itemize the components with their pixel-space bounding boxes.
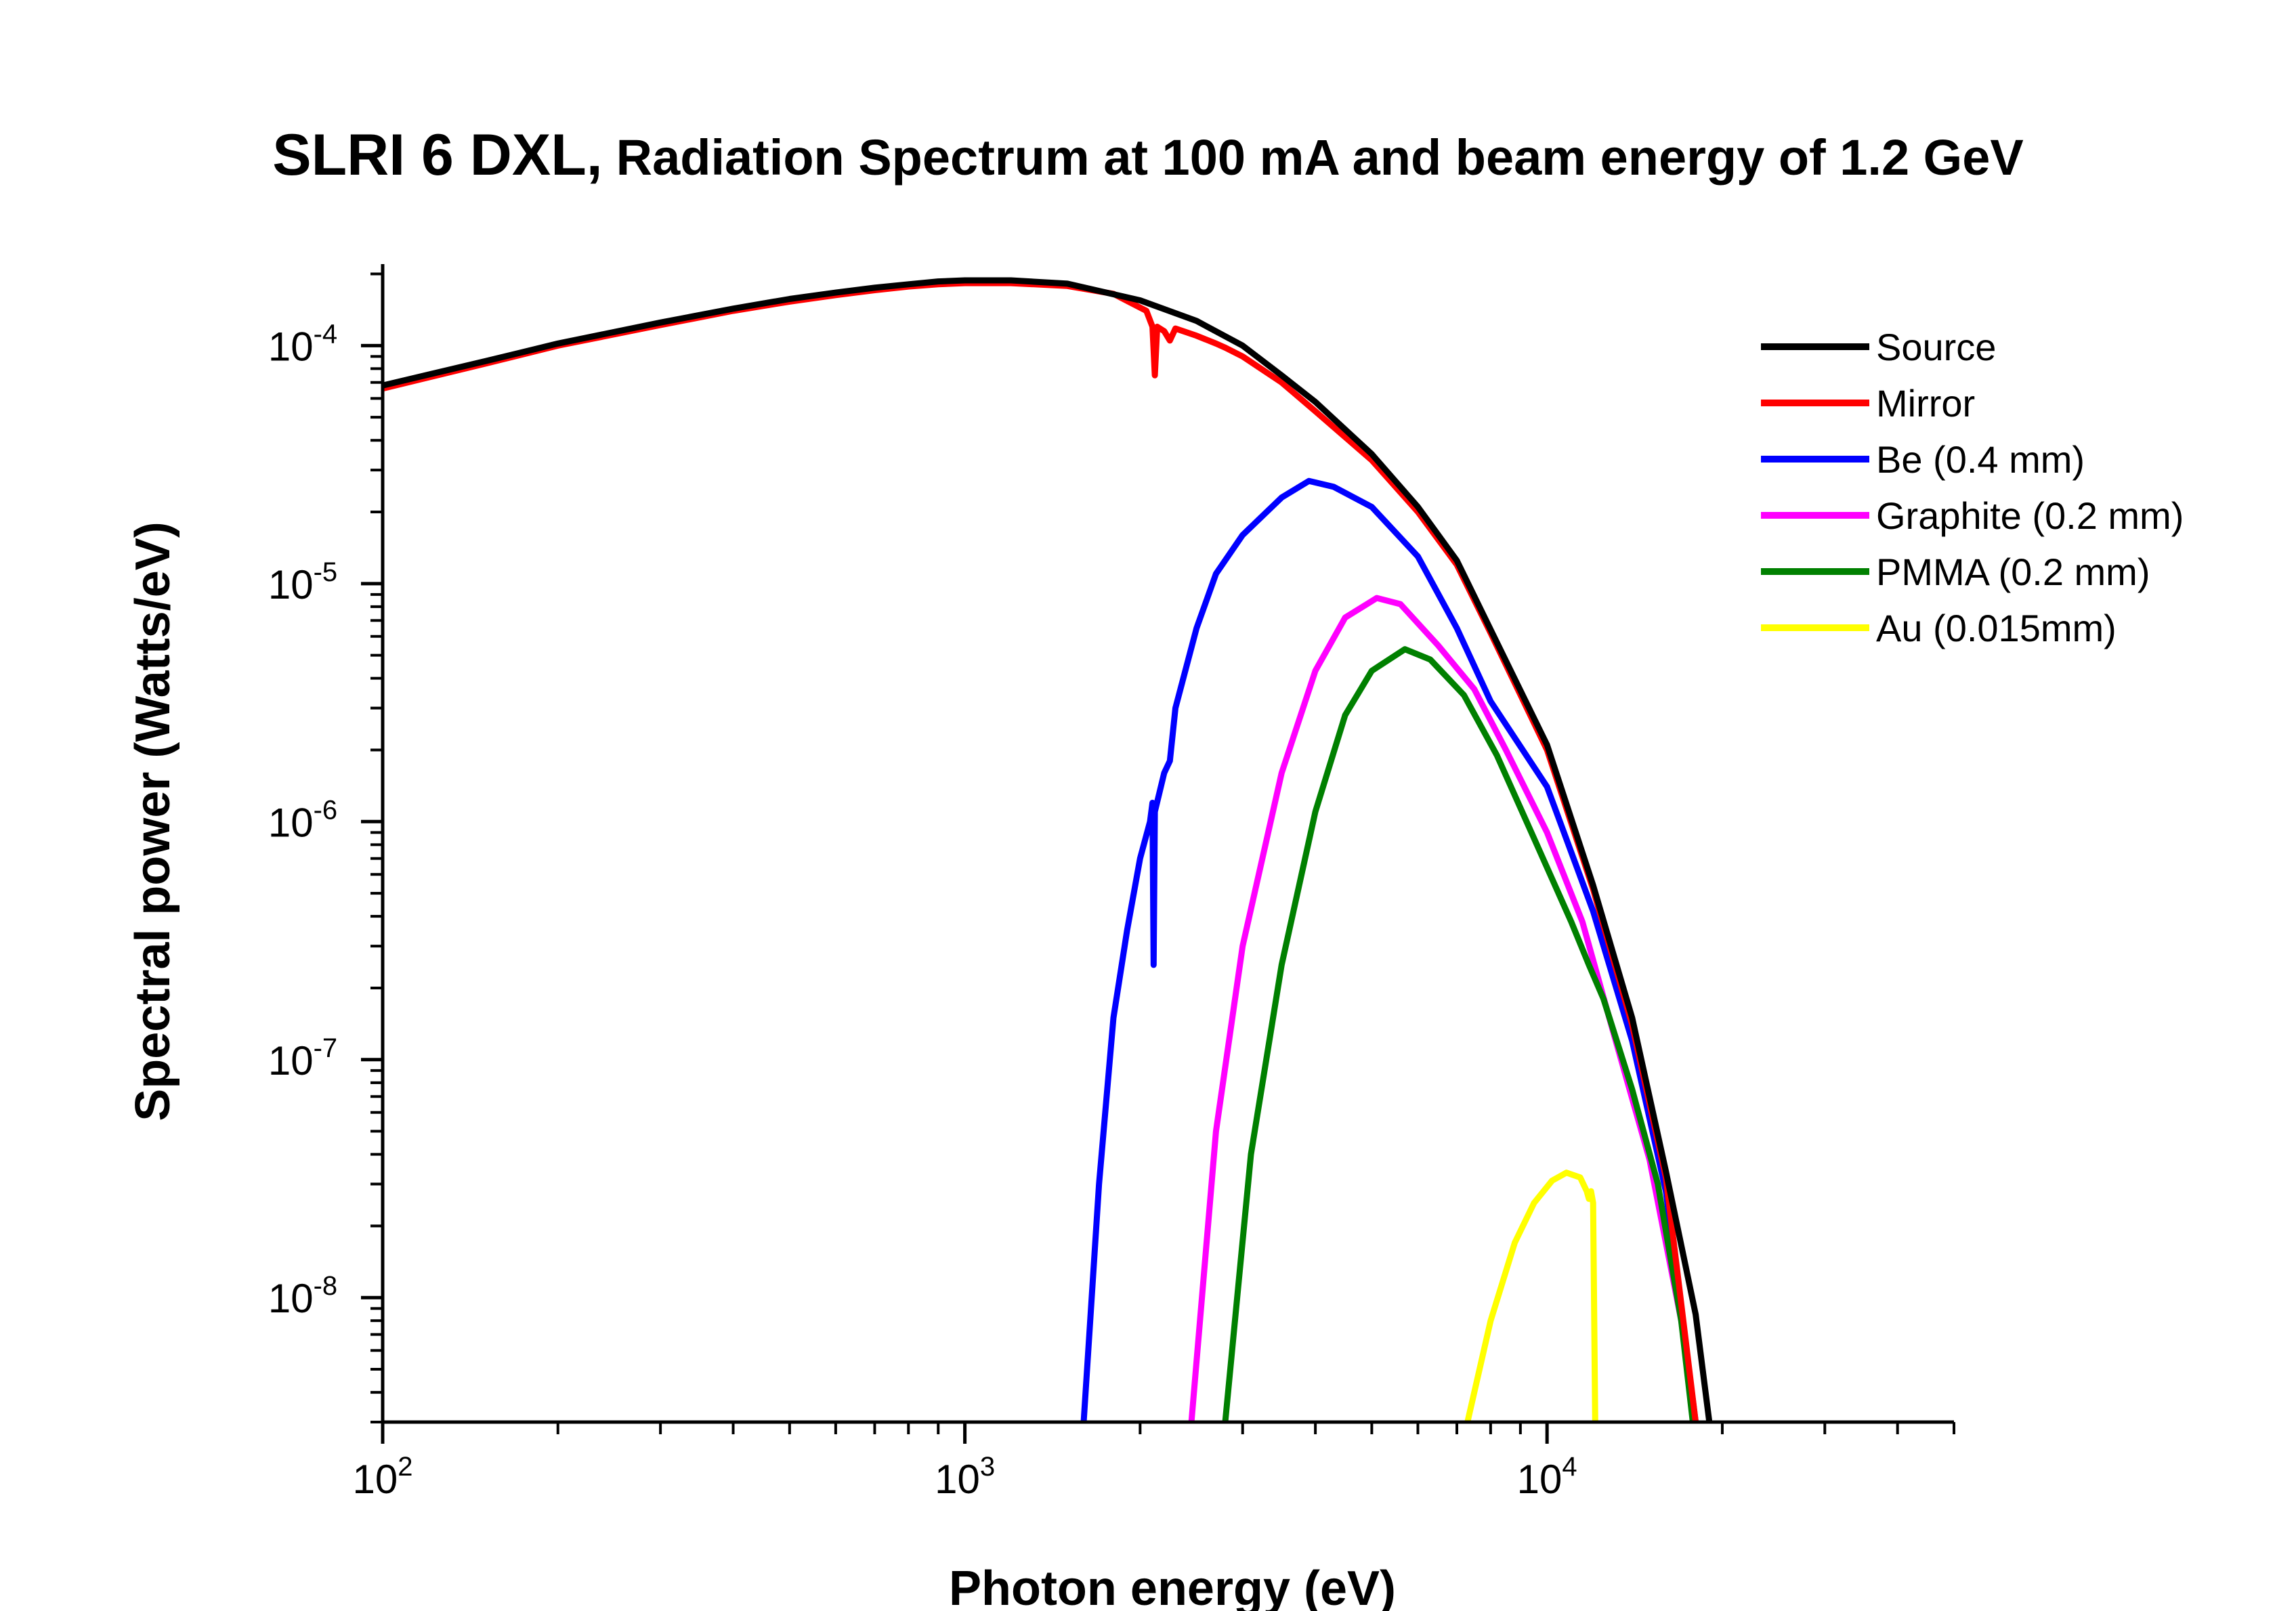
legend-label-source: Source [1876,326,1996,368]
y-tick-label: 10-5 [268,557,337,607]
series-line-pmma-0-2-mm [1222,646,1696,1422]
series-line-au-0-015mm [1464,1169,1598,1422]
axes-layer: 102 103 104 10-8 10-7 10-6 10-5 10-4 [268,264,1955,1502]
legend-label-be-0-4-mm: Be (0.4 mm) [1876,438,2085,481]
legend: Source Mirror Be (0.4 mm) Graphite (0.2 mm… [1761,326,2184,649]
y-tick-label: 10-8 [268,1271,337,1321]
legend-label-mirror: Mirror [1876,382,1975,425]
legend-label-pmma-0-2-mm: PMMA (0.2 mm) [1876,551,2150,593]
series-line-be-0-4-mm [1080,477,1699,1422]
y-tick-label: 10-4 [268,319,337,369]
x-tick-label: 102 [353,1452,413,1502]
legend-label-graphite-0-2-mm: Graphite (0.2 mm) [1876,494,2184,537]
y-tick-label: 10-7 [268,1033,337,1083]
chart-title-part-2: Radiation Spectrum at 100 mA and beam en… [616,129,2024,186]
y-axis-title: Spectral power (Watts/eV) [126,521,180,1121]
chart-title: SLRI 6 DXL, Radiation Spectrum at 100 mA … [272,123,2024,188]
legend-label-au-0-015mm: Au (0.015mm) [1876,607,2117,649]
x-axis-title: Photon energy (eV) [949,1562,1396,1611]
x-tick-label: 103 [935,1452,995,1502]
series-line-source [383,277,1713,1422]
y-tick-label: 10-6 [268,795,337,845]
series-line-mirror [383,280,1699,1422]
x-tick-label: 104 [1517,1452,1577,1502]
series-layer [383,277,1713,1422]
chart-title-part-1: SLRI 6 DXL, [272,123,602,188]
